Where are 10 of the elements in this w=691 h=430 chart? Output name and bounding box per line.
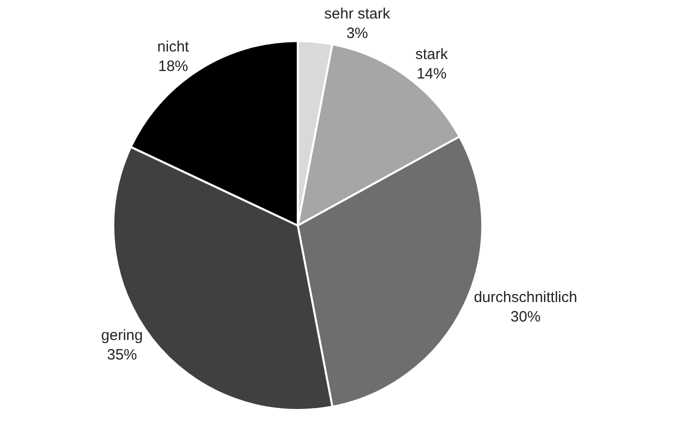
slice-label: sehr stark bbox=[324, 5, 391, 22]
slice-label: durchschnittlich bbox=[474, 289, 578, 306]
data-label: 35% bbox=[106, 346, 138, 364]
data-label: 14% bbox=[416, 66, 447, 83]
data-label: 3% bbox=[346, 24, 368, 42]
slice-label: stark bbox=[415, 46, 448, 64]
slice-label: gering bbox=[101, 327, 143, 344]
data-label: 30% bbox=[510, 308, 541, 326]
data-label: 18% bbox=[158, 58, 188, 75]
slice-label: nicht bbox=[157, 38, 190, 56]
